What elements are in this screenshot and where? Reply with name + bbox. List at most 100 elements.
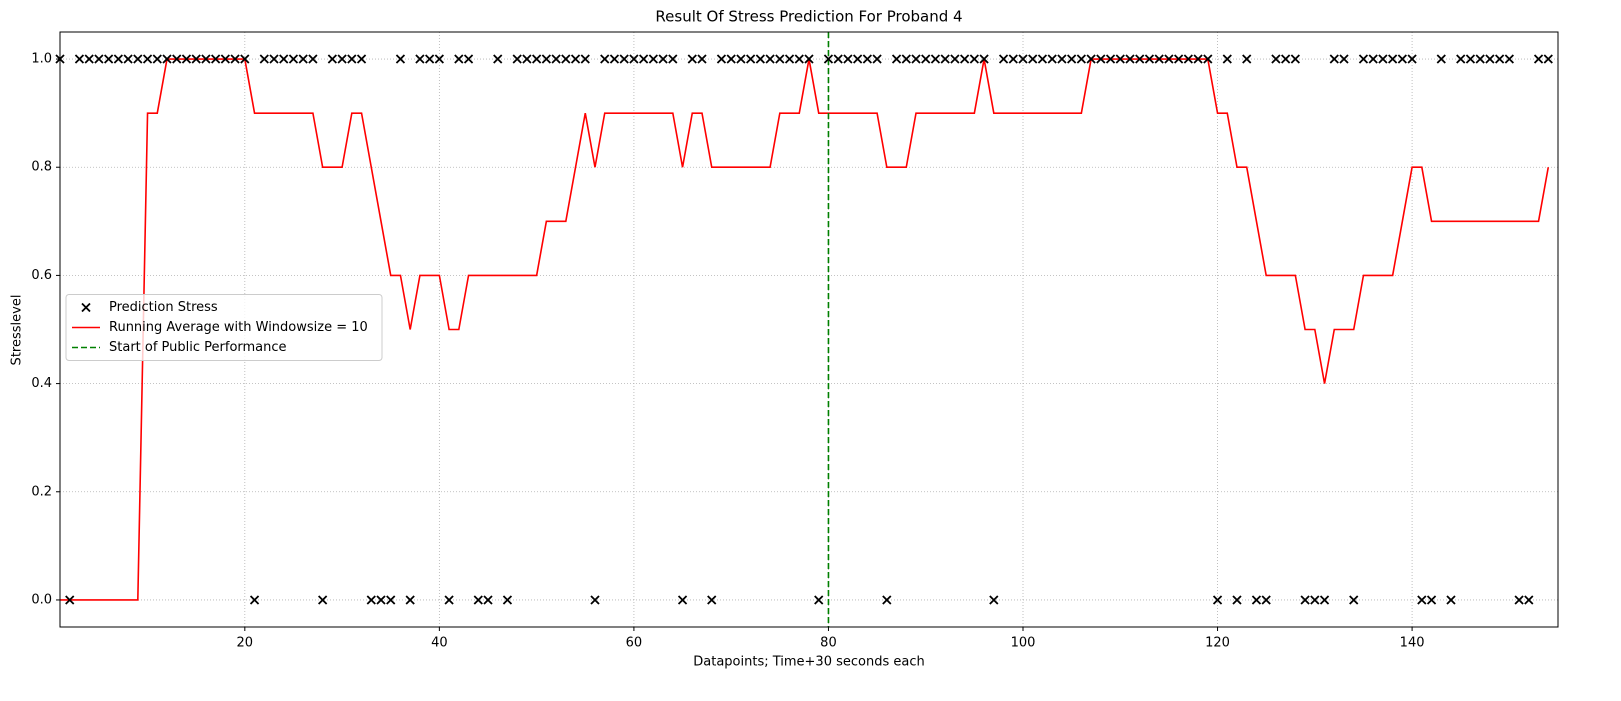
- scatter-point: [1154, 54, 1164, 64]
- scatter-point: [74, 54, 85, 64]
- scatter-point: [1300, 595, 1310, 605]
- scatter-point: [415, 54, 425, 64]
- scatter-point: [775, 54, 785, 64]
- scatter-point: [191, 54, 201, 64]
- scatter-point: [376, 595, 386, 605]
- scatter-point: [1222, 54, 1232, 64]
- scatter-point: [1465, 54, 1476, 64]
- scatter-point: [979, 54, 989, 64]
- scatter-point: [434, 54, 445, 64]
- scatter-point: [1456, 54, 1466, 64]
- scatter-point: [1329, 54, 1339, 64]
- scatter-point: [989, 595, 999, 605]
- scatter-point: [512, 54, 522, 64]
- scatter-point: [1037, 54, 1048, 64]
- scatter-point: [1135, 54, 1145, 64]
- y-tick-label: 0.0: [31, 592, 52, 607]
- scatter-point: [794, 54, 804, 64]
- scatter-point: [152, 54, 162, 64]
- scatter-point: [1524, 595, 1534, 605]
- scatter-point: [1105, 54, 1116, 64]
- scatter-point: [707, 595, 717, 605]
- scatter-point: [852, 54, 863, 64]
- scatter-point: [1028, 54, 1038, 64]
- scatter-point: [210, 54, 221, 64]
- x-tick-label: 20: [237, 636, 254, 651]
- x-tick-label: 140: [1400, 636, 1425, 651]
- scatter-point: [551, 54, 561, 64]
- scatter-point: [162, 54, 172, 64]
- scatter-point: [493, 54, 503, 64]
- scatter-point: [1242, 54, 1252, 64]
- scatter-point: [386, 595, 396, 605]
- scatter-point: [1047, 54, 1057, 64]
- scatter-point: [454, 54, 464, 64]
- scatter-point: [123, 54, 133, 64]
- scatter-point: [1319, 595, 1330, 605]
- scatter-point: [1008, 54, 1018, 64]
- scatter-point: [1280, 54, 1291, 64]
- scatter-point: [1232, 595, 1242, 605]
- scatter-point: [1251, 595, 1262, 605]
- scatter-point: [1164, 54, 1174, 64]
- scatter-point: [677, 595, 688, 605]
- scatter-point: [172, 54, 182, 64]
- scatter-point: [347, 54, 357, 64]
- scatter-point: [424, 54, 435, 64]
- scatter-point: [998, 54, 1009, 64]
- y-tick-label: 0.6: [31, 268, 52, 283]
- scatter-point: [1310, 595, 1320, 605]
- scatter-point: [1271, 54, 1281, 64]
- scatter-point: [1339, 54, 1349, 64]
- scatter-point: [1358, 54, 1369, 64]
- scatter-point: [619, 54, 629, 64]
- y-tick-label: 0.2: [31, 484, 52, 499]
- scatter-point: [1115, 54, 1125, 64]
- scatter-point: [1417, 595, 1427, 605]
- scatter-point: [444, 595, 454, 605]
- scatter-point: [930, 54, 941, 64]
- scatter-point: [1397, 54, 1408, 64]
- scatter-point: [638, 54, 649, 64]
- scatter-point: [1426, 595, 1437, 605]
- scatter-point: [1057, 54, 1067, 64]
- scatter-point: [580, 54, 590, 64]
- scatter-point: [570, 54, 581, 64]
- scatter-point: [668, 54, 678, 64]
- scatter-point: [327, 54, 338, 64]
- scatter-point: [502, 595, 513, 605]
- chart-title: Result Of Stress Prediction For Proband …: [655, 8, 962, 26]
- x-tick-label: 100: [1011, 636, 1036, 651]
- scatter-point: [1290, 54, 1301, 64]
- legend-box: [65, 294, 383, 361]
- scatter-point: [648, 54, 659, 64]
- scatter-point: [103, 54, 114, 64]
- scatter-point: [133, 54, 143, 64]
- scatter-point: [687, 54, 697, 64]
- y-axis-label: Stresslevel: [10, 295, 25, 366]
- scatter-point: [755, 54, 766, 64]
- scatter-point: [1494, 54, 1505, 64]
- scatter-point: [240, 54, 250, 64]
- legend-label: Start of Public Performance: [109, 340, 287, 355]
- scatter-point: [483, 595, 493, 605]
- scatter-point: [181, 54, 192, 64]
- scatter-point: [463, 54, 474, 64]
- legend-label: Prediction Stress: [109, 300, 218, 315]
- scatter-point: [590, 595, 600, 605]
- scatter-point: [823, 54, 834, 64]
- scatter-point: [804, 54, 814, 64]
- scatter-point: [1066, 54, 1077, 64]
- y-tick-label: 0.8: [31, 160, 52, 175]
- scatter-point: [366, 595, 376, 605]
- scatter-point: [901, 54, 911, 64]
- scatter-point: [395, 54, 406, 64]
- scatter-point: [298, 54, 308, 64]
- scatter-point: [784, 54, 795, 64]
- scatter-point: [220, 54, 231, 64]
- y-tick-label: 0.4: [31, 376, 52, 391]
- scatter-point: [1193, 54, 1203, 64]
- scatter-point: [405, 595, 415, 605]
- legend-symbol: [81, 302, 91, 313]
- scatter-point: [279, 54, 289, 64]
